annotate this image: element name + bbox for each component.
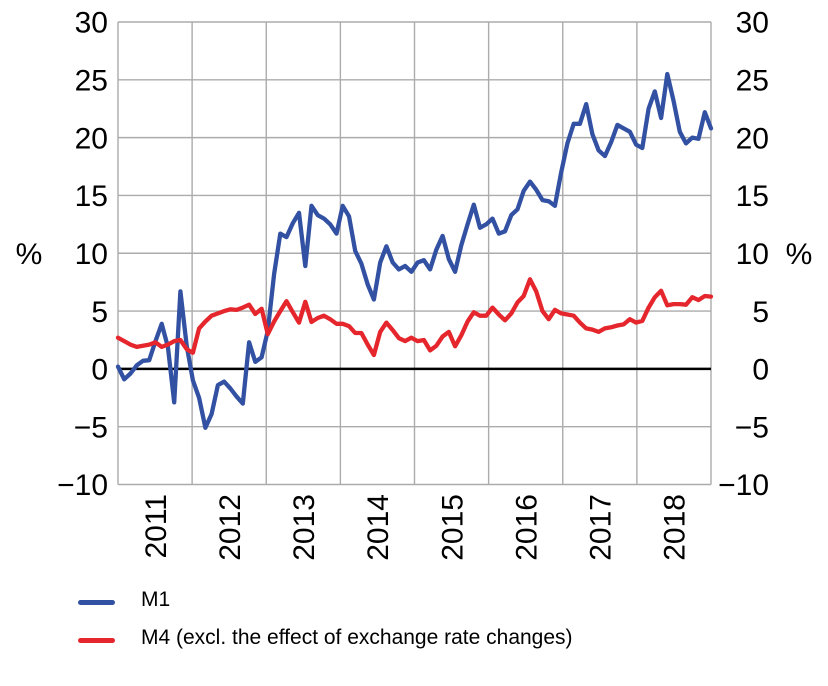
y-axis-tick-label-right: 20: [736, 122, 769, 155]
legend-label-m4: M4 (excl. the effect of exchange rate ch…: [141, 626, 573, 649]
x-axis-tick-label: 2013: [288, 494, 321, 561]
legend-swatch-m1: [78, 600, 115, 605]
series-line-m1: [115, 71, 714, 430]
y-axis-tick-label-left: 30: [75, 7, 108, 40]
y-axis-tick-label-right: 30: [736, 7, 769, 40]
y-axis-unit-label-left: %: [16, 238, 43, 271]
x-axis-tick-label: 2017: [585, 494, 618, 561]
y-axis-tick-label-left: −10: [57, 469, 108, 502]
x-axis-tick-label: 2014: [362, 494, 395, 561]
series-line-m4: [115, 277, 714, 358]
x-axis-tick-label: 2016: [510, 494, 543, 561]
legend-swatch-m4: [78, 638, 115, 643]
y-axis-tick-label-left: 20: [75, 122, 108, 155]
y-axis-tick-label-right: −10: [718, 469, 769, 502]
legend-item-m4: M4 (excl. the effect of exchange rate ch…: [78, 626, 573, 649]
y-axis-tick-label-right: 5: [752, 296, 769, 329]
y-axis-tick-label-left: 0: [91, 354, 108, 387]
y-axis-tick-label-right: 10: [736, 238, 769, 271]
legend-label-m1: M1: [141, 588, 171, 611]
x-axis-tick-label: 2018: [659, 494, 692, 561]
y-axis-tick-label-right: 0: [752, 354, 769, 387]
y-axis-tick-label-left: 10: [75, 238, 108, 271]
legend-item-m1: M1: [78, 588, 170, 611]
y-axis-tick-label-right: 25: [736, 65, 769, 98]
y-axis-tick-label-left: 15: [75, 180, 108, 213]
y-axis-tick-label-left: 5: [91, 296, 108, 329]
y-axis-tick-label-right: 15: [736, 180, 769, 213]
y-axis-unit-label-right: %: [786, 238, 813, 271]
y-axis-tick-label-right: −5: [735, 411, 769, 444]
y-axis-tick-label-left: −5: [74, 411, 108, 444]
x-axis-tick-label: 2015: [436, 494, 469, 561]
x-axis-tick-label: 2012: [214, 494, 247, 561]
x-axis-tick-label: 2011: [140, 494, 173, 559]
y-axis-tick-label-left: 25: [75, 65, 108, 98]
